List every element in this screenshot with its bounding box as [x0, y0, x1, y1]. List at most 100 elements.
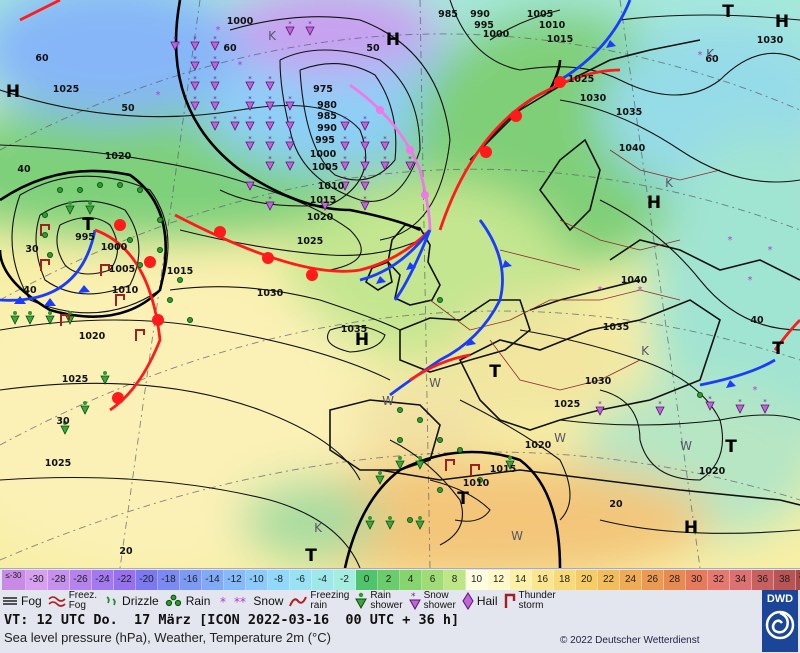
temperature-scale-cell: 16: [532, 570, 554, 590]
temperature-scale-cell: 0: [356, 570, 378, 590]
high-center-label: H: [6, 82, 20, 102]
pressure-label: 1005: [312, 162, 338, 173]
legend-label: Thunder storm: [518, 590, 556, 611]
warm-front: [174, 213, 431, 273]
temperature-scale-cell: -24: [92, 570, 114, 590]
pressure-label: 1040: [621, 275, 648, 286]
pressure-label: 40: [23, 285, 37, 296]
temperature-scale-cell: 34: [730, 570, 752, 590]
legend-label: Hail: [476, 594, 498, 608]
pressure-label: 30: [25, 244, 39, 255]
legend-thunderstorm: Thunder storm: [504, 591, 556, 611]
pressure-label: 1025: [554, 399, 580, 410]
cold-marker: K: [641, 344, 650, 358]
temperature-scale-cell: -18: [158, 570, 180, 590]
warm-front: [773, 319, 800, 351]
cold-marker: K: [665, 176, 674, 190]
low-center-label: T: [772, 339, 784, 359]
low-center-label: T: [305, 546, 317, 566]
cold-front: [359, 229, 432, 282]
legend-rain-shower: Rain shower: [355, 591, 403, 611]
pressure-label: 1010: [318, 181, 345, 192]
temperature-scale-cell: ≥40 °C: [796, 570, 800, 590]
temperature-scale-cell: 32: [708, 570, 730, 590]
legend-label: Drizzle: [122, 594, 159, 608]
legend-panel: ≤-30 -30 -28 -26 -24 -22 -20 -18 -16 -14 -12 -10 -8-…: [0, 568, 800, 653]
temperature-scale-cell: -22: [114, 570, 136, 590]
valid-time: VT: 12 UTC Do. 17 März [ICON 2022-03-16 …: [4, 612, 460, 628]
rain-shower-icon: [355, 592, 368, 610]
high-center-label: H: [355, 330, 369, 350]
copyright-notice: © 2022 Deutscher Wetterdienst: [560, 635, 700, 646]
fog-icon: [3, 597, 17, 605]
dwd-logo-icon: [765, 610, 795, 640]
rain-icon: [165, 594, 181, 607]
legend-freezing-fog: Freez. Fog: [48, 591, 97, 611]
temperature-scale-cell: 30: [686, 570, 708, 590]
pressure-label: 1010: [539, 20, 566, 31]
legend-snow: * ** Snow: [216, 591, 283, 611]
pressure-label: 1020: [79, 331, 106, 342]
temperature-scale-cell: 8: [444, 570, 466, 590]
legend-snow-shower: * Snow shower: [408, 591, 456, 611]
pressure-label: 990: [470, 9, 490, 20]
legend-label: Freez. Fog: [68, 590, 98, 611]
pressure-label: 1010: [463, 478, 490, 489]
temperature-scale-cell: -14: [202, 570, 224, 590]
temperature-scale-cell: 18: [554, 570, 576, 590]
high-center-label: H: [647, 193, 661, 213]
pressure-label: 60: [35, 53, 49, 64]
temperature-scale-cell: 12: [488, 570, 510, 590]
pressure-label: 1015: [490, 464, 516, 475]
legend-hail: Hail: [462, 591, 498, 611]
pressure-label: 995: [315, 135, 335, 146]
pressure-label: 50: [121, 103, 135, 114]
pressure-label: 990: [317, 123, 337, 134]
graticule: [0, 0, 800, 568]
pressure-label: 1000: [101, 242, 128, 253]
pressure-label: 1000: [483, 29, 510, 40]
svg-text:*: *: [411, 592, 416, 602]
pressure-label: 1000: [310, 149, 337, 160]
warm-front: [409, 353, 471, 382]
pressure-label: 995: [75, 232, 95, 243]
pressure-label: 20: [119, 546, 133, 557]
pressure-label: 1030: [580, 93, 607, 104]
warm-marker: W: [554, 431, 566, 445]
pressure-labels: 1000 60 985 990 1005 995 1000 1010 1015 …: [17, 9, 783, 557]
pressure-label: 1005: [527, 9, 553, 20]
cold-marker: K: [314, 521, 323, 535]
temperature-scale-cell: 28: [664, 570, 686, 590]
minor-markers: K K K K K W W W W W: [268, 29, 715, 543]
temperature-scale-cell: -10: [246, 570, 268, 590]
temperature-scale: ≤-30 -30 -28 -26 -24 -22 -20 -18 -16 -14 -12 -10 -8-…: [2, 570, 800, 590]
temperature-field: [0, 0, 800, 568]
pressure-label: 40: [750, 315, 764, 326]
low-center-label: T: [82, 215, 94, 235]
pressure-label: 1010: [112, 285, 139, 296]
svg-text:**: **: [234, 595, 246, 608]
temperature-scale-cell: ≤-30: [2, 570, 26, 590]
temperature-scale-cell: -6: [290, 570, 312, 590]
temperature-scale-cell: 14: [510, 570, 532, 590]
pressure-label: 50: [366, 43, 380, 54]
temperature-scale-cell: 2: [378, 570, 400, 590]
temperature-scale-cell: 22: [598, 570, 620, 590]
freezing-rain-icon: [289, 596, 308, 607]
freezing-fog-icon: [48, 596, 66, 607]
temperature-scale-cell: 26: [642, 570, 664, 590]
cold-front: [699, 358, 776, 387]
temperature-scale-cell: -28: [48, 570, 70, 590]
fronts: [0, 0, 800, 412]
temperature-scale-cell: -20: [136, 570, 158, 590]
front-symbols: [14, 40, 736, 404]
temperature-scale-cell: -26: [70, 570, 92, 590]
warm-marker: W: [382, 394, 394, 408]
svg-text:*: *: [220, 595, 226, 608]
pressure-label: 1030: [585, 376, 612, 387]
low-center-label: T: [725, 437, 737, 457]
thunderstorm-icon: [504, 593, 515, 608]
pressure-label: 985: [317, 111, 337, 122]
dwd-logo-text: DWD: [766, 593, 794, 605]
temperature-scale-cell: -2: [334, 570, 356, 590]
